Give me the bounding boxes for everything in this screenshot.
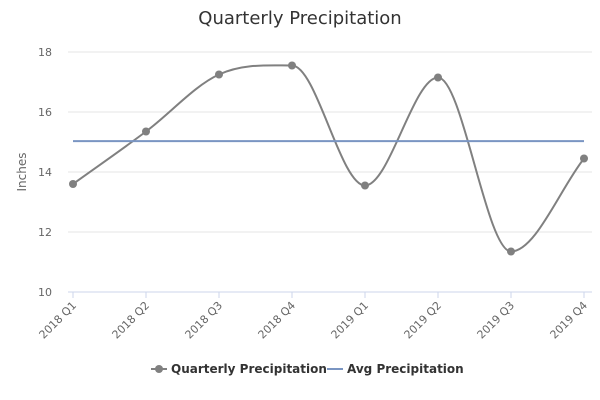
y-tick-label: 10 [38, 286, 52, 299]
legend-item-avg-precipitation[interactable]: Avg Precipitation [327, 362, 464, 376]
data-point-marker[interactable] [288, 61, 296, 70]
y-tick-label: 16 [38, 106, 52, 119]
y-tick-label: 12 [38, 226, 52, 239]
x-tick-label: 2019 Q3 [475, 299, 518, 342]
x-tick-label: 2019 Q4 [548, 299, 591, 342]
marker-layer [69, 61, 588, 256]
grid-layer: 10 12 14 16 18 [38, 46, 592, 299]
x-tick-label: 2019 Q2 [402, 299, 445, 342]
x-tick-label: 2019 Q1 [329, 299, 372, 342]
data-point-marker[interactable] [507, 247, 515, 256]
data-point-marker[interactable] [434, 73, 442, 82]
series-layer [72, 64, 585, 253]
series-line-quarterly-precipitation [72, 64, 585, 253]
data-point-marker[interactable] [142, 127, 150, 136]
x-tick-label: 2018 Q4 [256, 299, 299, 342]
y-tick-label: 14 [38, 166, 52, 179]
data-point-marker[interactable] [69, 180, 77, 188]
legend-symbol-marker [155, 365, 163, 373]
chart-title: Quarterly Precipitation [198, 8, 401, 29]
data-point-marker[interactable] [361, 181, 369, 190]
x-tick-layer: 2018 Q1 2018 Q2 2018 Q3 2018 Q4 2019 Q1 2019 … [37, 292, 591, 342]
x-tick-label: 2018 Q1 [37, 299, 80, 342]
legend-item-quarterly-precipitation[interactable]: Quarterly Precipitation [151, 362, 327, 376]
x-tick-label: 2018 Q3 [183, 299, 226, 342]
y-axis-label: Inches [15, 153, 29, 192]
data-point-marker[interactable] [215, 70, 223, 79]
y-tick-label: 18 [38, 46, 52, 59]
legend-label: Avg Precipitation [347, 362, 464, 376]
legend: Quarterly Precipitation Avg Precipitation [151, 362, 464, 376]
x-tick-label: 2018 Q2 [110, 299, 153, 342]
data-point-marker[interactable] [580, 154, 588, 163]
legend-label: Quarterly Precipitation [171, 362, 327, 376]
